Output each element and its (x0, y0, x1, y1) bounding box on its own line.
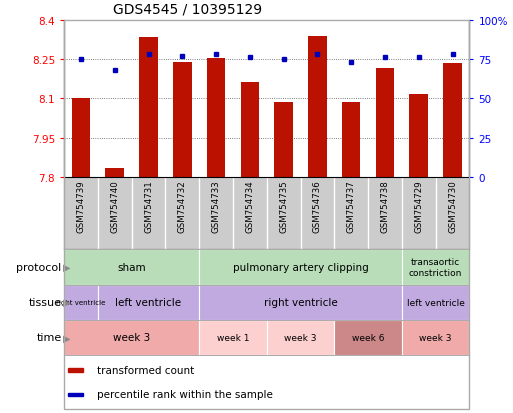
Text: left ventricle: left ventricle (115, 297, 182, 308)
Bar (342, 102, 361, 178)
Bar (173, 63, 192, 178)
Text: right ventricle: right ventricle (264, 297, 338, 308)
Bar (64, 320, 199, 355)
Bar (207, 59, 225, 178)
Text: GSM754739: GSM754739 (76, 180, 86, 232)
Text: tissue: tissue (29, 297, 62, 308)
Text: GSM754731: GSM754731 (144, 180, 153, 233)
Text: week 1: week 1 (216, 333, 249, 342)
Text: GDS4545 / 10395129: GDS4545 / 10395129 (113, 3, 262, 17)
Bar (308, 37, 327, 178)
Text: ▶: ▶ (63, 297, 71, 308)
Bar (199, 250, 402, 285)
Bar (402, 250, 469, 285)
Text: week 3: week 3 (419, 333, 452, 342)
Bar (376, 69, 394, 178)
Text: GSM754740: GSM754740 (110, 180, 120, 233)
Bar (402, 285, 469, 320)
Bar (98, 285, 199, 320)
Bar (409, 95, 428, 178)
Bar (106, 169, 124, 178)
Text: GSM754733: GSM754733 (211, 180, 221, 233)
Text: left ventricle: left ventricle (407, 298, 465, 307)
Text: transaortic
constriction: transaortic constriction (409, 258, 462, 277)
Bar (68, 393, 83, 396)
Text: transformed count: transformed count (96, 365, 194, 375)
Bar (139, 38, 158, 178)
Text: week 6: week 6 (352, 333, 384, 342)
Bar (267, 320, 334, 355)
Bar (241, 83, 259, 178)
Text: GSM754729: GSM754729 (414, 180, 423, 232)
Bar (64, 285, 98, 320)
Text: week 3: week 3 (113, 332, 150, 343)
Text: percentile rank within the sample: percentile rank within the sample (96, 389, 272, 399)
Text: week 3: week 3 (284, 333, 317, 342)
Bar (68, 368, 83, 372)
Bar (402, 320, 469, 355)
Text: GSM754732: GSM754732 (178, 180, 187, 233)
Text: right ventricle: right ventricle (56, 299, 106, 306)
Bar (199, 285, 402, 320)
Bar (72, 98, 90, 178)
Text: protocol: protocol (16, 262, 62, 273)
Text: GSM754734: GSM754734 (245, 180, 254, 233)
Bar (199, 320, 267, 355)
Text: GSM754738: GSM754738 (381, 180, 389, 233)
Text: GSM754735: GSM754735 (279, 180, 288, 233)
Bar (334, 320, 402, 355)
Bar (274, 102, 293, 178)
Text: sham: sham (117, 262, 146, 273)
Bar (443, 64, 462, 178)
Text: GSM754730: GSM754730 (448, 180, 457, 233)
Text: time: time (36, 332, 62, 343)
Bar (64, 250, 199, 285)
Text: GSM754737: GSM754737 (347, 180, 356, 233)
Text: ▶: ▶ (63, 262, 71, 273)
Text: pulmonary artery clipping: pulmonary artery clipping (233, 262, 368, 273)
Text: GSM754736: GSM754736 (313, 180, 322, 233)
Text: ▶: ▶ (63, 332, 71, 343)
